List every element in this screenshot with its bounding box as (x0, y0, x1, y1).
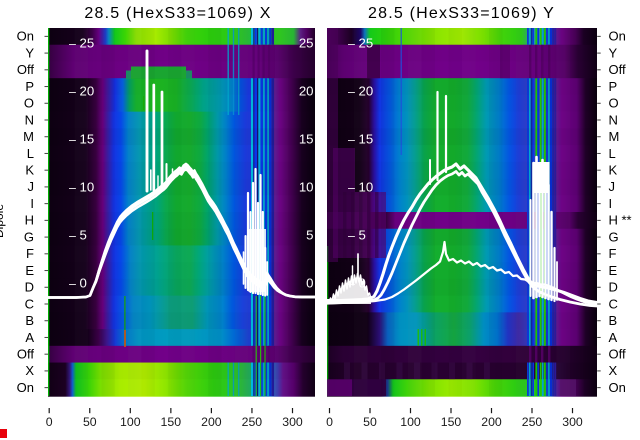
svg-text:–: – (69, 84, 76, 98)
svg-text:I: I (30, 196, 34, 211)
svg-text:0: 0 (46, 415, 53, 429)
svg-text:50: 50 (83, 415, 97, 429)
svg-text:5: 5 (80, 227, 87, 242)
svg-text:P: P (609, 79, 618, 94)
svg-text:15: 15 (359, 131, 374, 146)
svg-text:5: 5 (306, 227, 313, 242)
svg-text:200: 200 (201, 415, 222, 429)
svg-text:–: – (348, 228, 355, 242)
svg-text:J: J (609, 179, 616, 194)
svg-text:B: B (25, 313, 34, 328)
svg-text:Off: Off (17, 347, 34, 362)
svg-text:–: – (69, 132, 76, 146)
svg-text:300: 300 (282, 415, 303, 429)
svg-text:G: G (24, 229, 34, 244)
svg-text:10: 10 (359, 179, 374, 194)
svg-text:0: 0 (80, 275, 87, 290)
svg-text:J: J (28, 179, 35, 194)
svg-text:0: 0 (306, 275, 313, 290)
svg-text:Off: Off (17, 62, 34, 77)
svg-text:0: 0 (326, 415, 333, 429)
svg-text:25: 25 (359, 35, 374, 50)
svg-text:–: – (69, 180, 76, 194)
svg-text:K: K (609, 163, 618, 178)
svg-text:O: O (24, 96, 34, 111)
svg-text:Off: Off (609, 347, 626, 362)
svg-text:L: L (609, 146, 616, 161)
svg-text:–: – (69, 228, 76, 242)
svg-text:–: – (348, 132, 355, 146)
svg-text:–: – (348, 84, 355, 98)
svg-text:20: 20 (359, 83, 374, 98)
svg-text:On: On (609, 29, 626, 44)
svg-text:–: – (348, 36, 355, 50)
svg-text:150: 150 (441, 415, 462, 429)
svg-text:N: N (25, 112, 34, 127)
svg-text:50: 50 (363, 415, 377, 429)
svg-text:Y: Y (25, 45, 34, 60)
svg-text:A: A (609, 330, 618, 345)
svg-text:On: On (17, 29, 34, 44)
svg-text:N: N (609, 112, 618, 127)
svg-text:Off: Off (609, 62, 626, 77)
svg-text:28.5 (HexS33=1069) Y: 28.5 (HexS33=1069) Y (368, 5, 555, 22)
svg-text:150: 150 (161, 415, 182, 429)
svg-text:10: 10 (80, 179, 95, 194)
svg-text:–: – (69, 36, 76, 50)
svg-text:250: 250 (242, 415, 263, 429)
svg-text:P: P (25, 79, 34, 94)
svg-text:X: X (609, 363, 618, 378)
svg-text:250: 250 (522, 415, 543, 429)
svg-text:5: 5 (359, 227, 366, 242)
svg-text:I: I (609, 196, 613, 211)
svg-text:Dipole: Dipole (0, 204, 6, 238)
svg-text:B: B (609, 313, 618, 328)
svg-text:E: E (609, 263, 618, 278)
svg-text:–: – (348, 180, 355, 194)
svg-text:M: M (609, 129, 620, 144)
svg-text:–: – (69, 276, 76, 290)
svg-text:D: D (25, 280, 34, 295)
svg-text:M: M (23, 129, 34, 144)
svg-text:Y: Y (609, 45, 618, 60)
svg-text:A: A (25, 330, 34, 345)
svg-text:20: 20 (299, 83, 314, 98)
svg-text:G: G (609, 229, 619, 244)
svg-text:E: E (25, 263, 34, 278)
svg-text:F: F (609, 246, 617, 261)
svg-text:20: 20 (80, 83, 95, 98)
svg-text:H **: H ** (609, 213, 632, 228)
svg-text:H: H (25, 213, 34, 228)
svg-text:200: 200 (481, 415, 502, 429)
svg-text:300: 300 (562, 415, 583, 429)
svg-text:0: 0 (359, 275, 366, 290)
svg-text:25: 25 (80, 35, 95, 50)
svg-text:15: 15 (80, 131, 95, 146)
svg-text:X: X (25, 363, 34, 378)
svg-text:D: D (609, 280, 618, 295)
svg-text:K: K (25, 163, 34, 178)
svg-text:25: 25 (299, 35, 314, 50)
svg-text:10: 10 (299, 179, 314, 194)
svg-text:O: O (609, 96, 619, 111)
svg-text:28.5 (HexS33=1069) X: 28.5 (HexS33=1069) X (84, 5, 271, 22)
svg-text:On: On (609, 380, 626, 395)
svg-text:On: On (17, 380, 34, 395)
svg-text:C: C (25, 296, 34, 311)
svg-text:100: 100 (120, 415, 141, 429)
svg-text:100: 100 (400, 415, 421, 429)
svg-text:C: C (609, 296, 618, 311)
svg-text:–: – (348, 276, 355, 290)
svg-text:L: L (27, 146, 34, 161)
svg-text:F: F (26, 246, 34, 261)
svg-text:15: 15 (299, 131, 314, 146)
